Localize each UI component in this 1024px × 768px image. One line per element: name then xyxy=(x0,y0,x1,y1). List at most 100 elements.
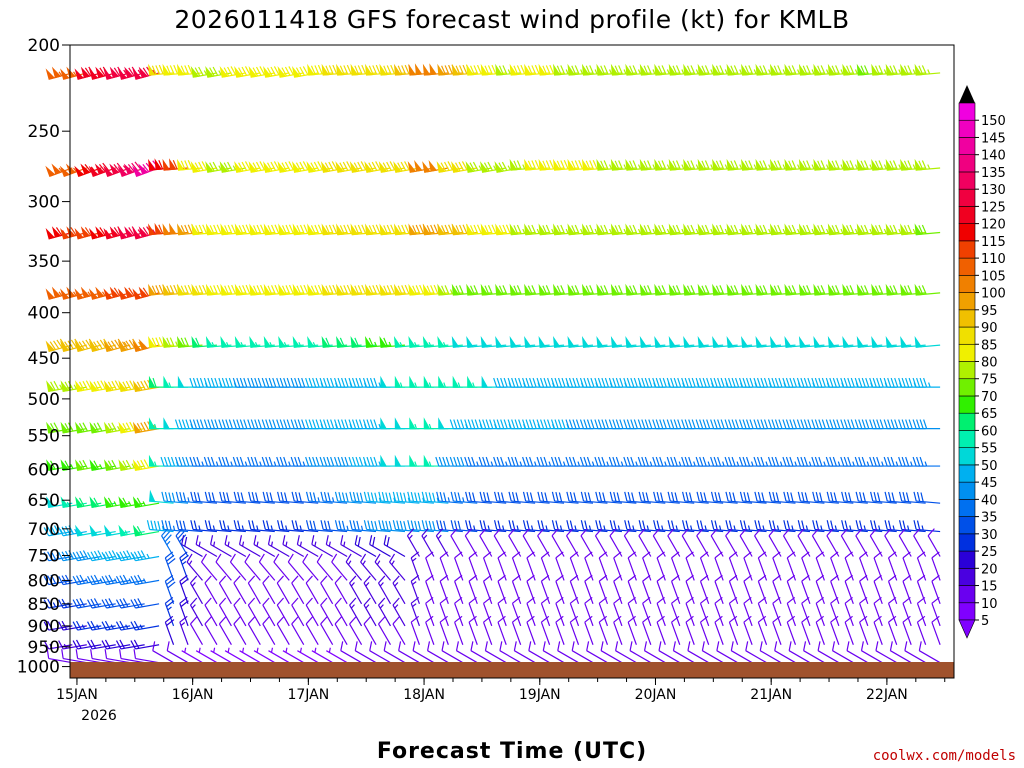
barb-flag xyxy=(500,492,505,502)
wind-barb xyxy=(914,63,941,76)
barb-shaft xyxy=(135,625,160,631)
barb-flag xyxy=(579,456,585,467)
barb-flag xyxy=(270,161,277,171)
barb-flag xyxy=(75,649,79,659)
barb-flag xyxy=(491,64,497,75)
barb-flag xyxy=(600,160,606,170)
barb-flag xyxy=(294,520,299,530)
barb-flag xyxy=(164,492,169,502)
barb-shaft xyxy=(482,557,493,581)
wind-barb xyxy=(904,641,926,664)
barb-flag xyxy=(441,225,446,235)
wind-barb xyxy=(639,335,666,348)
barb-flag xyxy=(178,456,183,467)
barb-flag xyxy=(372,224,378,234)
barb-shaft xyxy=(334,582,348,605)
wind-barb xyxy=(916,615,927,645)
barb-flag xyxy=(777,160,783,170)
wind-barb xyxy=(801,574,811,605)
barb-flag xyxy=(720,419,725,429)
wind-barb xyxy=(130,598,160,609)
barb-flag xyxy=(372,285,378,295)
barb-half-flag xyxy=(241,541,245,547)
barb-flag xyxy=(397,162,403,172)
barb-pennant xyxy=(668,283,677,296)
barb-flag xyxy=(99,227,106,236)
barb-pennant xyxy=(163,375,171,388)
barb-shaft xyxy=(291,623,305,646)
barb-flag xyxy=(730,160,736,170)
barb-flag xyxy=(182,520,187,531)
wind-barb xyxy=(421,491,449,504)
wind-barb xyxy=(654,158,680,171)
credit-text[interactable]: coolwx.com/models xyxy=(873,748,1016,764)
barb-shaft xyxy=(670,500,695,504)
barb-flag xyxy=(713,456,718,467)
barb-pennant xyxy=(639,223,648,236)
barb-shaft xyxy=(655,500,680,504)
wind-barb xyxy=(164,596,175,627)
barb-flag xyxy=(375,64,381,75)
barb-flag xyxy=(101,640,108,650)
wind-barb xyxy=(656,574,666,605)
barb-flag xyxy=(759,65,765,75)
barb-flag xyxy=(319,419,324,429)
barb-flag xyxy=(513,160,519,170)
barb-half-flag xyxy=(490,461,494,467)
colorbar-segment xyxy=(958,275,976,293)
barb-flag xyxy=(169,285,175,295)
wind-barb xyxy=(148,335,174,348)
wind-barb xyxy=(569,596,580,627)
barb-flag xyxy=(497,574,506,582)
barb-flag xyxy=(373,377,378,388)
barb-flag xyxy=(140,380,146,390)
barb-flag xyxy=(739,491,744,502)
barb-flag xyxy=(370,520,375,531)
barb-shaft xyxy=(363,582,377,605)
barb-flag xyxy=(119,649,122,659)
barb-flag xyxy=(359,492,364,503)
barb-flag xyxy=(368,337,374,347)
barb-half-flag xyxy=(811,228,815,234)
barb-flag xyxy=(671,520,675,530)
barb-flag xyxy=(435,528,444,537)
barb-flag xyxy=(498,225,504,235)
barb-flag xyxy=(580,491,585,502)
barb-flag xyxy=(525,377,530,388)
barb-pennant xyxy=(89,380,99,392)
wind-barb xyxy=(45,286,73,300)
barb-half-flag xyxy=(227,541,230,547)
barb-pennant xyxy=(581,158,590,171)
x-axis-label: Forecast Time (UTC) xyxy=(377,739,647,764)
barb-flag xyxy=(927,528,935,537)
barb-flag xyxy=(873,520,877,530)
wind-barb xyxy=(43,620,73,631)
barb-flag xyxy=(675,224,681,234)
barb-pennant xyxy=(234,335,243,348)
barb-flag xyxy=(67,380,74,390)
barb-flag xyxy=(326,419,331,429)
barb-pennant xyxy=(364,161,373,173)
wind-barb xyxy=(349,491,377,504)
barb-pennant xyxy=(394,454,402,467)
colorbar-segment xyxy=(958,602,976,621)
barb-pennant xyxy=(109,66,120,79)
barb-flag xyxy=(334,419,339,429)
barb-shaft xyxy=(890,650,912,664)
barb-pennant xyxy=(452,375,460,388)
wind-barb xyxy=(176,63,203,76)
barb-shaft xyxy=(829,528,854,533)
barb-shaft xyxy=(250,500,275,504)
barb-flag xyxy=(629,160,634,170)
barb-shaft xyxy=(360,561,377,581)
wind-barb xyxy=(454,551,464,581)
barb-shaft xyxy=(656,621,666,645)
barb-flag xyxy=(354,535,358,545)
wind-barb xyxy=(538,158,565,171)
barb-flag xyxy=(375,224,381,234)
barb-shaft xyxy=(772,603,782,627)
barb-flag xyxy=(586,419,592,429)
barb-half-flag xyxy=(710,228,714,234)
barb-pennant xyxy=(813,283,822,296)
ground-terrain xyxy=(70,662,954,678)
